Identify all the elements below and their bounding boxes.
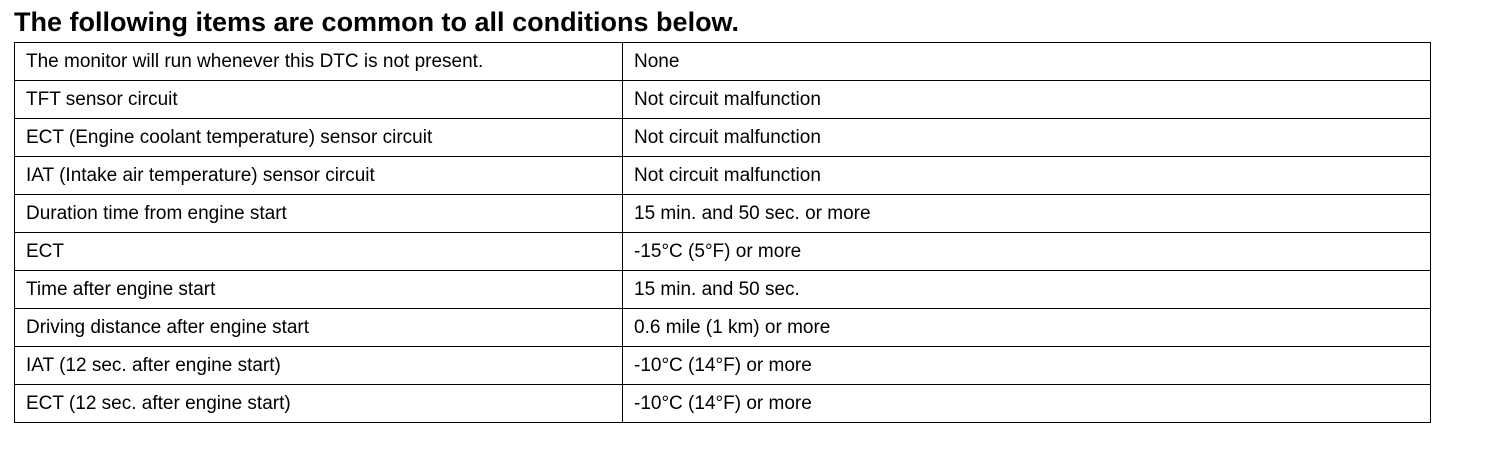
condition-value: -10°C (14°F) or more: [622, 384, 1431, 423]
condition-item: ECT: [14, 232, 623, 271]
condition-item: Driving distance after engine start: [14, 308, 623, 347]
table-row: Time after engine start 15 min. and 50 se…: [14, 270, 1431, 309]
condition-value: Not circuit malfunction: [622, 156, 1431, 195]
condition-value: 15 min. and 50 sec. or more: [622, 194, 1431, 233]
table-row: IAT (12 sec. after engine start) -10°C (1…: [14, 346, 1431, 385]
conditions-table: The monitor will run whenever this DTC i…: [14, 42, 1431, 423]
condition-item: TFT sensor circuit: [14, 80, 623, 119]
table-row: ECT -15°C (5°F) or more: [14, 232, 1431, 271]
condition-item: ECT (12 sec. after engine start): [14, 384, 623, 423]
table-row: IAT (Intake air temperature) sensor circ…: [14, 156, 1431, 195]
table-row: Driving distance after engine start 0.6 m…: [14, 308, 1431, 347]
condition-item: The monitor will run whenever this DTC i…: [14, 42, 623, 81]
condition-value: -15°C (5°F) or more: [622, 232, 1431, 271]
table-row: Duration time from engine start 15 min. a…: [14, 194, 1431, 233]
condition-item: ECT (Engine coolant temperature) sensor …: [14, 118, 623, 157]
condition-value: 15 min. and 50 sec.: [622, 270, 1431, 309]
condition-value: 0.6 mile (1 km) or more: [622, 308, 1431, 347]
condition-item: IAT (Intake air temperature) sensor circ…: [14, 156, 623, 195]
condition-item: Duration time from engine start: [14, 194, 623, 233]
table-row: ECT (Engine coolant temperature) sensor …: [14, 118, 1431, 157]
heading: The following items are common to all co…: [14, 7, 740, 37]
condition-item: Time after engine start: [14, 270, 623, 309]
condition-value: Not circuit malfunction: [622, 118, 1431, 157]
condition-value: -10°C (14°F) or more: [622, 346, 1431, 385]
condition-item: IAT (12 sec. after engine start): [14, 346, 623, 385]
condition-value: Not circuit malfunction: [622, 80, 1431, 119]
table-row: The monitor will run whenever this DTC i…: [14, 42, 1431, 81]
table-row: ECT (12 sec. after engine start) -10°C (1…: [14, 384, 1431, 423]
table-row: TFT sensor circuit Not circuit malfunctio…: [14, 80, 1431, 119]
condition-value: None: [622, 42, 1431, 81]
